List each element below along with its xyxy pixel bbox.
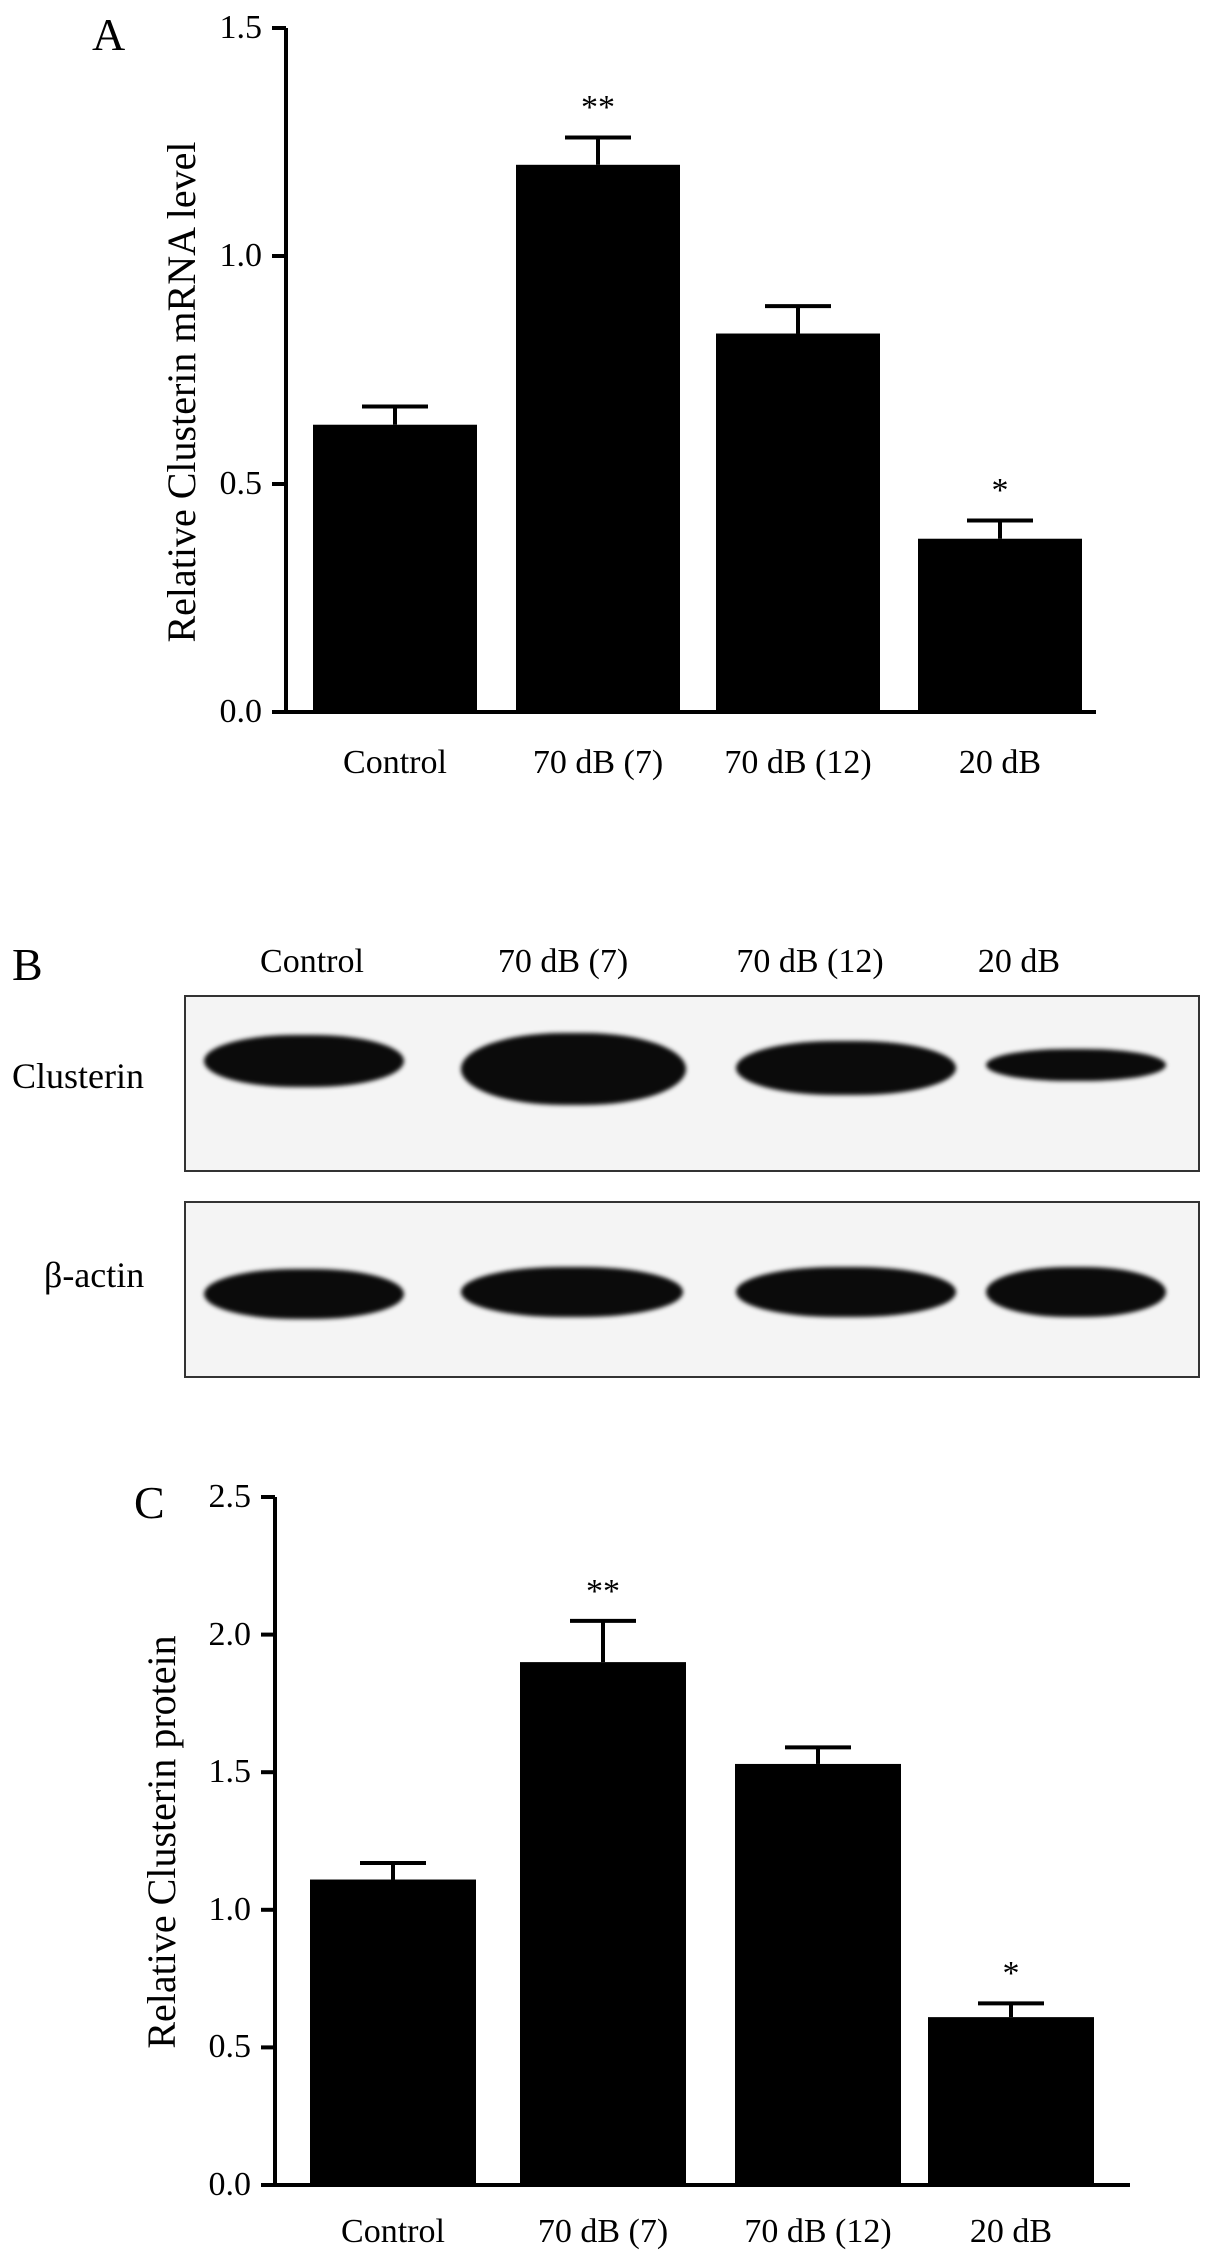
chart-a-ytick-label: 1.0: [219, 237, 263, 274]
chart-c-bar: [735, 1763, 901, 2185]
chart-c-ytick-label: 1.0: [208, 1890, 252, 1928]
chart-a-ytick-label: 1.5: [219, 9, 263, 46]
band-clusterin-70db7: [461, 1033, 686, 1105]
panel-label-b: B: [12, 939, 43, 990]
chart-c-ytick-label: 1.5: [208, 1753, 252, 1791]
blot-col-label-20db: 20 dB: [977, 943, 1061, 980]
chart-a-category-label: 70 dB (12): [724, 744, 872, 781]
panel-label-c: C: [134, 1477, 165, 1528]
chart-a-bar: [516, 164, 680, 713]
chart-a-category-label: Control: [343, 744, 447, 781]
chart-c-category-label: 70 dB (12): [744, 2213, 892, 2250]
chart-a-bar: [918, 538, 1082, 712]
panel-label-a: A: [92, 9, 126, 60]
chart-c-ytick-label: 2.5: [208, 1478, 252, 1515]
band-actin-control: [204, 1269, 404, 1319]
chart-c-category-label: Control: [341, 2213, 445, 2250]
chart-a-category-label: 20 dB: [958, 744, 1042, 781]
blot-col-label-control: Control: [260, 943, 364, 980]
band-clusterin-control: [204, 1035, 404, 1087]
blot-box-beta-actin: [184, 1201, 1200, 1378]
chart-c-bar: [928, 2017, 1094, 2185]
band-actin-70db12: [736, 1267, 956, 1317]
chart-c-category-label: 70 dB (7): [537, 2213, 669, 2250]
band-clusterin-70db12: [736, 1041, 956, 1095]
blot-row-label-clusterin: Clusterin: [12, 1056, 144, 1096]
band-actin-20db: [986, 1267, 1166, 1317]
chart-c-category-label: 20 dB: [969, 2213, 1053, 2250]
chart-c-significance: *: [1002, 1955, 1020, 1993]
chart-c-bar: [520, 1662, 686, 2185]
chart-c-ytick-label: 0.5: [208, 2028, 252, 2066]
blot-col-label-70db12: 70 dB (12): [736, 943, 884, 980]
chart-a-significance: *: [991, 472, 1009, 510]
chart-c-significance: **: [586, 1572, 620, 1610]
chart-a-ytick-label: 0.5: [219, 465, 263, 502]
chart-a-svg: [272, 26, 1096, 714]
chart-c-ytick-label: 0.0: [208, 2166, 252, 2203]
chart-a-ytick-label: 0.0: [219, 693, 263, 730]
band-actin-70db7: [461, 1267, 683, 1317]
blot-box-clusterin: [184, 995, 1200, 1172]
chart-a: Relative Clusterin mRNA level 0.0 0.5 1.0 1…: [0, 0, 1205, 900]
chart-c-ytick-label: 2.0: [208, 1615, 252, 1653]
chart-a-significance: **: [581, 89, 615, 127]
chart-c-bar: [310, 1879, 476, 2185]
chart-a-category-label: 70 dB (7): [532, 744, 664, 781]
blot-row-label-beta-actin: β-actin: [44, 1255, 145, 1295]
blot-col-label-70db7: 70 dB (7): [497, 943, 629, 980]
band-clusterin-20db: [986, 1049, 1166, 1081]
chart-a-bar: [313, 424, 477, 712]
chart-a-bar: [716, 333, 880, 712]
